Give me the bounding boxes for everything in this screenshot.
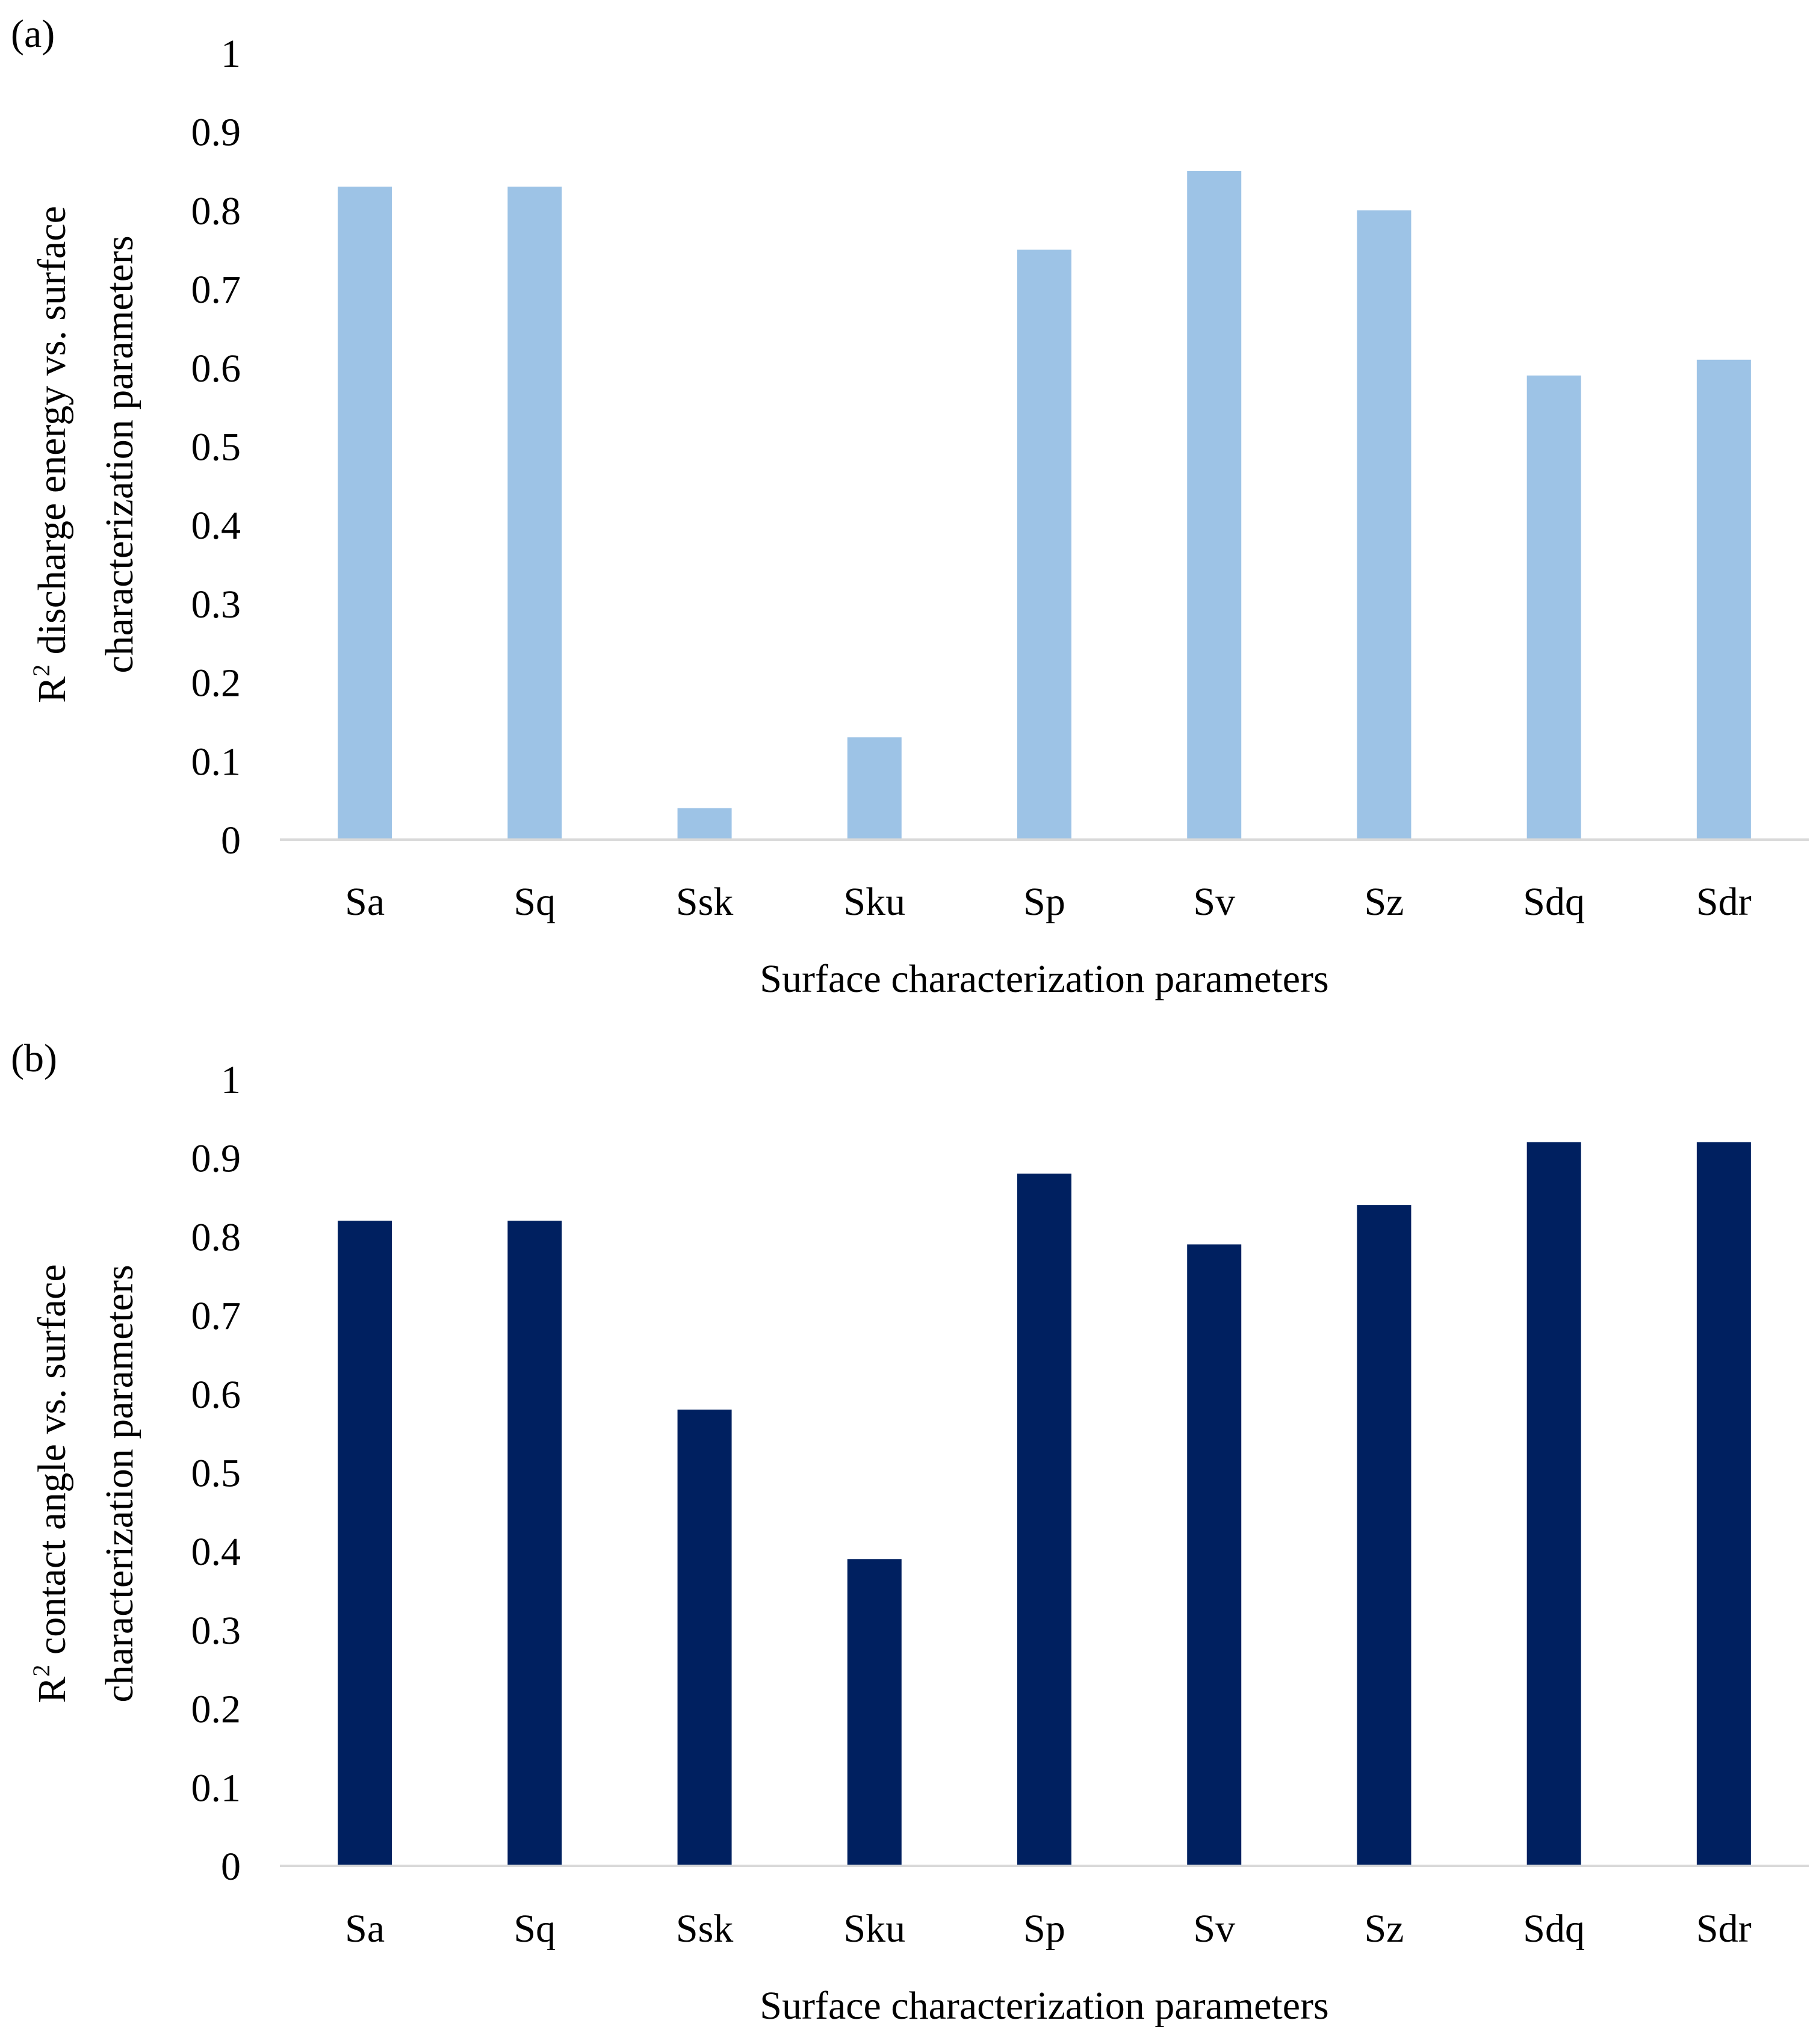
x-tick-label-b-sdq: Sdq [1523, 1907, 1585, 1951]
bar-b-sq [507, 1221, 562, 1866]
x-tick-label-a-sdr: Sdr [1696, 880, 1752, 924]
y-title-a-rest: discharge energy vs. surface [30, 206, 74, 664]
x-tick-label-b-sa: Sa [345, 1907, 385, 1951]
y-tick-label-a-2: 0.2 [191, 661, 241, 705]
x-tick-label-b-sp: Sp [1023, 1907, 1065, 1951]
y-title-b-rest: contact angle vs. surface [30, 1264, 74, 1664]
y-tick-label-a-0: 0 [221, 819, 241, 863]
y-title-b-r: R [30, 1677, 74, 1703]
bar-a-sq [507, 187, 562, 840]
panel-label-a: (a) [11, 12, 55, 56]
x-tick-label-a-sz: Sz [1364, 880, 1404, 924]
y-tick-label-b-8: 0.8 [191, 1215, 241, 1259]
x-tick-label-a-ssk: Ssk [676, 880, 733, 924]
y-tick-label-a-6: 0.6 [191, 347, 241, 391]
bar-b-sz [1357, 1205, 1412, 1866]
x-tick-label-a-sp: Sp [1023, 880, 1065, 924]
x-tick-label-b-sdr: Sdr [1696, 1907, 1752, 1951]
chart-panel-a: (a) 0 0.1 0.2 0.3 0.4 0.5 0.6 0.7 0.8 0.9 1 Sa Sq Ss… [11, 12, 1809, 1001]
bar-a-sz [1357, 210, 1412, 840]
y-title-b-sup: 2 [28, 1665, 55, 1677]
bars-a [338, 171, 1751, 840]
y-axis-title-b-line1: R2 contact angle vs. surface [28, 1264, 74, 1703]
bar-a-sdq [1526, 375, 1581, 840]
y-tick-label-b-3: 0.3 [191, 1609, 241, 1653]
y-axis-title-b-line2: characterization parameters [98, 1265, 141, 1702]
x-tick-label-a-sku: Sku [843, 880, 905, 924]
y-axis-ticks-a: 0 0.1 0.2 0.3 0.4 0.5 0.6 0.7 0.8 0.9 1 [191, 32, 241, 863]
y-tick-label-b-7: 0.7 [191, 1294, 241, 1338]
y-tick-label-b-9: 0.9 [191, 1137, 241, 1181]
y-axis-title-a-line2: characterization parameters [98, 235, 141, 673]
x-tick-label-a-sv: Sv [1193, 880, 1235, 924]
y-tick-label-a-10: 1 [221, 32, 241, 76]
y-tick-label-b-0: 0 [221, 1845, 241, 1889]
y-tick-label-a-9: 0.9 [191, 111, 241, 155]
y-tick-label-b-1: 0.1 [191, 1766, 241, 1810]
category-labels-b: Sa Sq Ssk Sku Sp Sv Sz Sdq Sdr [345, 1907, 1752, 1951]
y-tick-label-a-7: 0.7 [191, 268, 241, 312]
bar-b-sp [1017, 1173, 1071, 1866]
bar-b-sv [1187, 1244, 1242, 1866]
chart-panel-b: (b) 0 0.1 0.2 0.3 0.4 0.5 0.6 0.7 0.8 0.9 1 Sa Sq Ss… [11, 1036, 1809, 2028]
bar-b-ssk [677, 1409, 732, 1866]
x-tick-label-b-sq: Sq [513, 1907, 556, 1951]
x-axis-title-b: Surface characterization parameters [760, 1984, 1328, 2028]
category-labels-a: Sa Sq Ssk Sku Sp Sv Sz Sdq Sdr [345, 880, 1752, 924]
bar-a-ssk [677, 808, 732, 840]
x-tick-label-a-sq: Sq [513, 880, 556, 924]
bar-a-sa [338, 187, 392, 840]
y-tick-label-a-4: 0.4 [191, 504, 241, 548]
y-axis-ticks-b: 0 0.1 0.2 0.3 0.4 0.5 0.6 0.7 0.8 0.9 1 [191, 1058, 241, 1889]
x-tick-label-b-sz: Sz [1364, 1907, 1404, 1951]
y-axis-title-a: R2 discharge energy vs. surface characte… [28, 206, 141, 703]
panel-label-b: (b) [11, 1036, 57, 1080]
y-axis-title-b: R2 contact angle vs. surface characteriz… [28, 1264, 141, 1703]
x-tick-label-b-sku: Sku [843, 1907, 905, 1951]
x-tick-label-b-ssk: Ssk [676, 1907, 733, 1951]
y-title-a-sup: 2 [28, 664, 55, 677]
y-tick-label-b-2: 0.2 [191, 1688, 241, 1732]
y-tick-label-b-10: 1 [221, 1058, 241, 1102]
y-tick-label-a-5: 0.5 [191, 426, 241, 469]
y-tick-label-b-5: 0.5 [191, 1452, 241, 1496]
bar-a-sp [1017, 249, 1071, 840]
x-tick-label-a-sa: Sa [345, 880, 385, 924]
y-axis-title-a-line1: R2 discharge energy vs. surface [28, 206, 74, 703]
y-title-a-r: R [30, 677, 74, 703]
y-tick-label-a-1: 0.1 [191, 740, 241, 784]
x-tick-label-b-sv: Sv [1193, 1907, 1235, 1951]
bars-b [338, 1142, 1751, 1866]
y-tick-label-a-3: 0.3 [191, 583, 241, 627]
y-tick-label-b-6: 0.6 [191, 1373, 241, 1417]
y-tick-label-b-4: 0.4 [191, 1530, 241, 1574]
bar-b-sdq [1526, 1142, 1581, 1866]
bar-b-sdr [1696, 1142, 1751, 1866]
bar-b-sku [847, 1559, 902, 1866]
x-axis-title-a: Surface characterization parameters [760, 957, 1328, 1001]
x-tick-label-a-sdq: Sdq [1523, 880, 1585, 924]
bar-a-sdr [1696, 359, 1751, 840]
y-tick-label-a-8: 0.8 [191, 189, 241, 233]
bar-b-sa [338, 1221, 392, 1866]
bar-a-sv [1187, 171, 1242, 840]
bar-a-sku [847, 737, 902, 840]
